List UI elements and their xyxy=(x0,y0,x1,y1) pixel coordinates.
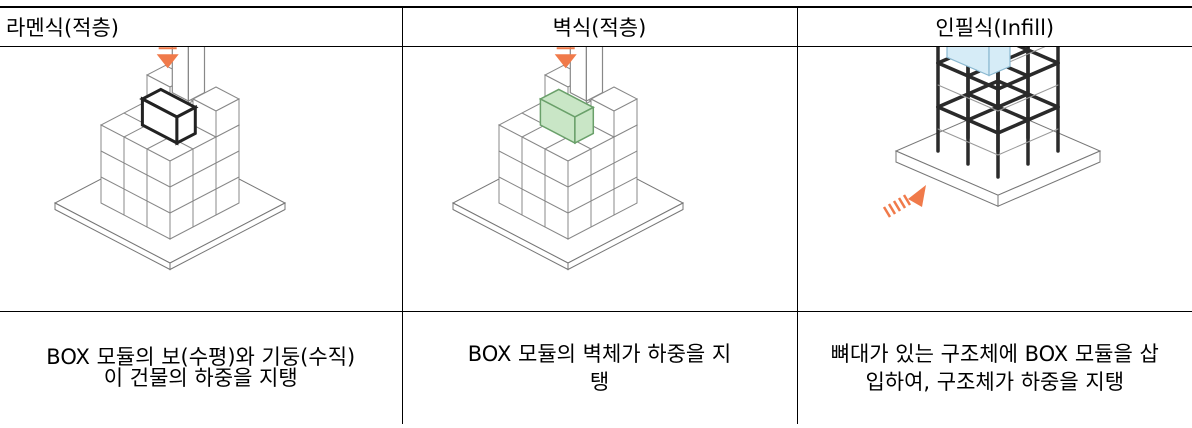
frame-beam xyxy=(935,61,1000,91)
arrow-dash xyxy=(897,197,906,209)
block-face xyxy=(987,47,1011,77)
wall-illustration xyxy=(451,47,684,271)
description: BOX 모듈의 보(수평)와 기둥(수직)이 건물의 하중을 지탱 xyxy=(46,345,356,390)
block-face xyxy=(569,47,587,102)
block-face xyxy=(187,47,206,102)
block-face xyxy=(997,150,1100,207)
image-row xyxy=(0,46,1192,312)
block-face xyxy=(613,98,637,138)
rahmen-illustration xyxy=(53,47,287,271)
image-cell xyxy=(0,46,402,312)
arrow-dash xyxy=(887,203,896,215)
header-cell: 라멘식(적층) xyxy=(0,6,402,47)
arrow-dash xyxy=(882,206,891,218)
arrow-dash xyxy=(902,194,911,206)
grid xyxy=(100,150,171,188)
grid xyxy=(498,150,568,188)
frame-beam xyxy=(935,105,1000,135)
description: BOX 모듈의 벽체가 하중을 지탱 xyxy=(401,311,797,424)
floor xyxy=(937,84,998,112)
grid xyxy=(100,176,171,214)
header-cell: 인필식(Infill) xyxy=(796,6,1192,47)
block-face xyxy=(573,106,594,145)
arrow-head xyxy=(554,54,577,69)
floor xyxy=(997,84,1058,112)
description: 뼈대가 있는 구조체에 BOX 모듈을 삽입하여, 구조체가 하중을 지탱 xyxy=(796,311,1192,424)
image-cell xyxy=(796,46,1192,312)
floor xyxy=(997,128,1058,156)
grid xyxy=(567,150,637,188)
block-face xyxy=(567,202,683,271)
block-face xyxy=(171,47,189,102)
block-face xyxy=(175,104,197,146)
block-face xyxy=(945,47,990,77)
arrow-head xyxy=(156,54,179,69)
header-cell: 벽식(적층) xyxy=(401,6,797,47)
arrow-head xyxy=(907,185,926,207)
description-row: BOX 모듈의 보(수평)와 기둥(수직)이 건물의 하중을 지탱 BOX 모듈… xyxy=(0,311,1192,424)
block-face xyxy=(585,47,603,102)
grid xyxy=(567,176,637,214)
block-face xyxy=(169,202,286,271)
structure-table: 라멘식(적층) 벽식(적층) 인필식(Infill) BOX 모듈의 보(수평)… xyxy=(0,6,1192,424)
grid xyxy=(169,150,240,188)
grid xyxy=(498,176,568,214)
arrow-dash xyxy=(892,200,901,212)
infill-illustration xyxy=(882,47,1101,218)
floor xyxy=(937,128,998,156)
image-cell xyxy=(401,46,797,312)
grid xyxy=(169,176,240,214)
header-row: 라멘식(적층) 벽식(적층) 인필식(Infill) xyxy=(0,6,1192,47)
block-face xyxy=(215,98,240,138)
